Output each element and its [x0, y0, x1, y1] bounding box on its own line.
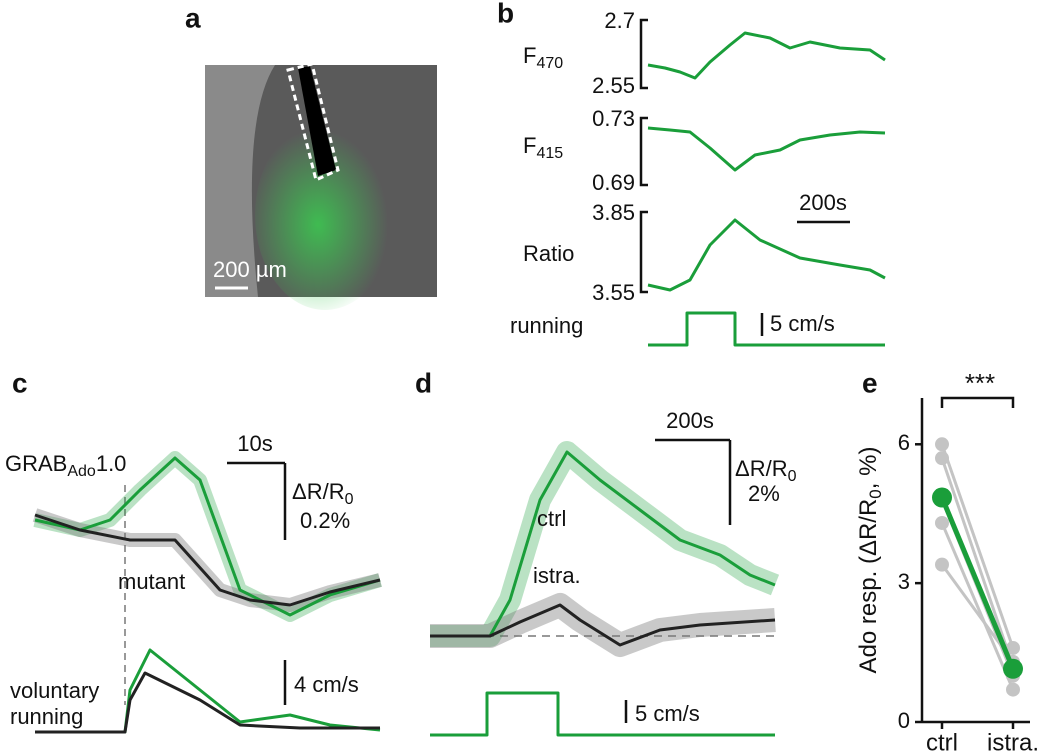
trace-label: istra.: [533, 563, 581, 588]
subject-point: [935, 557, 949, 572]
subject-point: [935, 451, 949, 466]
micrograph: [205, 62, 437, 310]
scale-label: 200s: [799, 190, 847, 215]
panel-letter: a: [185, 2, 201, 33]
trace-label: running: [10, 704, 83, 729]
tick-label: 2.7: [604, 8, 635, 33]
scale-label: 0.2%: [300, 508, 350, 533]
y-axis-label: Ado resp. (ΔR/R0, %): [855, 447, 885, 674]
tick-label: 3.85: [592, 200, 635, 225]
traces-c: [32, 451, 383, 734]
subject-point: [935, 515, 949, 530]
y-tick-label: 0: [898, 708, 910, 733]
panel-letter: c: [12, 367, 28, 398]
pair-line: [940, 443, 1015, 649]
scale-label: ΔR/R0: [292, 479, 354, 508]
scale-label: 10s: [237, 431, 272, 456]
scale-label: 200 µm: [213, 257, 287, 282]
scale-label: 5 cm/s: [635, 701, 700, 726]
panel-letter: e: [862, 367, 878, 398]
subject-point: [1006, 682, 1020, 697]
traces-d: [430, 438, 780, 737]
x-tick-label: istra.: [987, 729, 1039, 755]
mean-point: [932, 487, 952, 508]
trace-label: F470: [523, 43, 563, 72]
trace-label: Ratio: [523, 241, 574, 266]
mean-point: [1003, 658, 1023, 679]
y-tick-label: 3: [898, 569, 910, 594]
x-tick-label: ctrl: [926, 729, 958, 755]
tick-label: 3.55: [592, 280, 635, 305]
trace-label: ctrl: [537, 506, 566, 531]
significance: ***: [965, 368, 995, 398]
trace-label: voluntary: [10, 678, 99, 703]
scale-label: 200s: [666, 408, 714, 433]
y-tick-label: 6: [898, 430, 910, 455]
pair-line: [940, 457, 1015, 667]
traces-b: [639, 18, 886, 347]
panel-letter: b: [497, 0, 514, 28]
trace-label: mutant: [118, 569, 185, 594]
tick-label: 2.55: [592, 73, 635, 98]
trace-label: F415: [523, 133, 563, 162]
trace-label: running: [510, 313, 583, 338]
tick-label: 0.73: [592, 106, 635, 131]
pair-line: [939, 496, 1016, 670]
bracket: [940, 396, 1015, 408]
panel-letter: d: [415, 367, 432, 398]
subject-point: [935, 437, 949, 452]
tick-label: 0.69: [592, 170, 635, 195]
scale-label: 2%: [748, 481, 780, 506]
pair-line: [940, 522, 1015, 691]
sensor-label: GRABAdo1.0: [5, 451, 126, 480]
subject-point: [1006, 640, 1020, 655]
scale-label: 5 cm/s: [770, 311, 835, 336]
scale-label: 4 cm/s: [294, 672, 359, 697]
scale-label: ΔR/R0: [735, 456, 797, 485]
